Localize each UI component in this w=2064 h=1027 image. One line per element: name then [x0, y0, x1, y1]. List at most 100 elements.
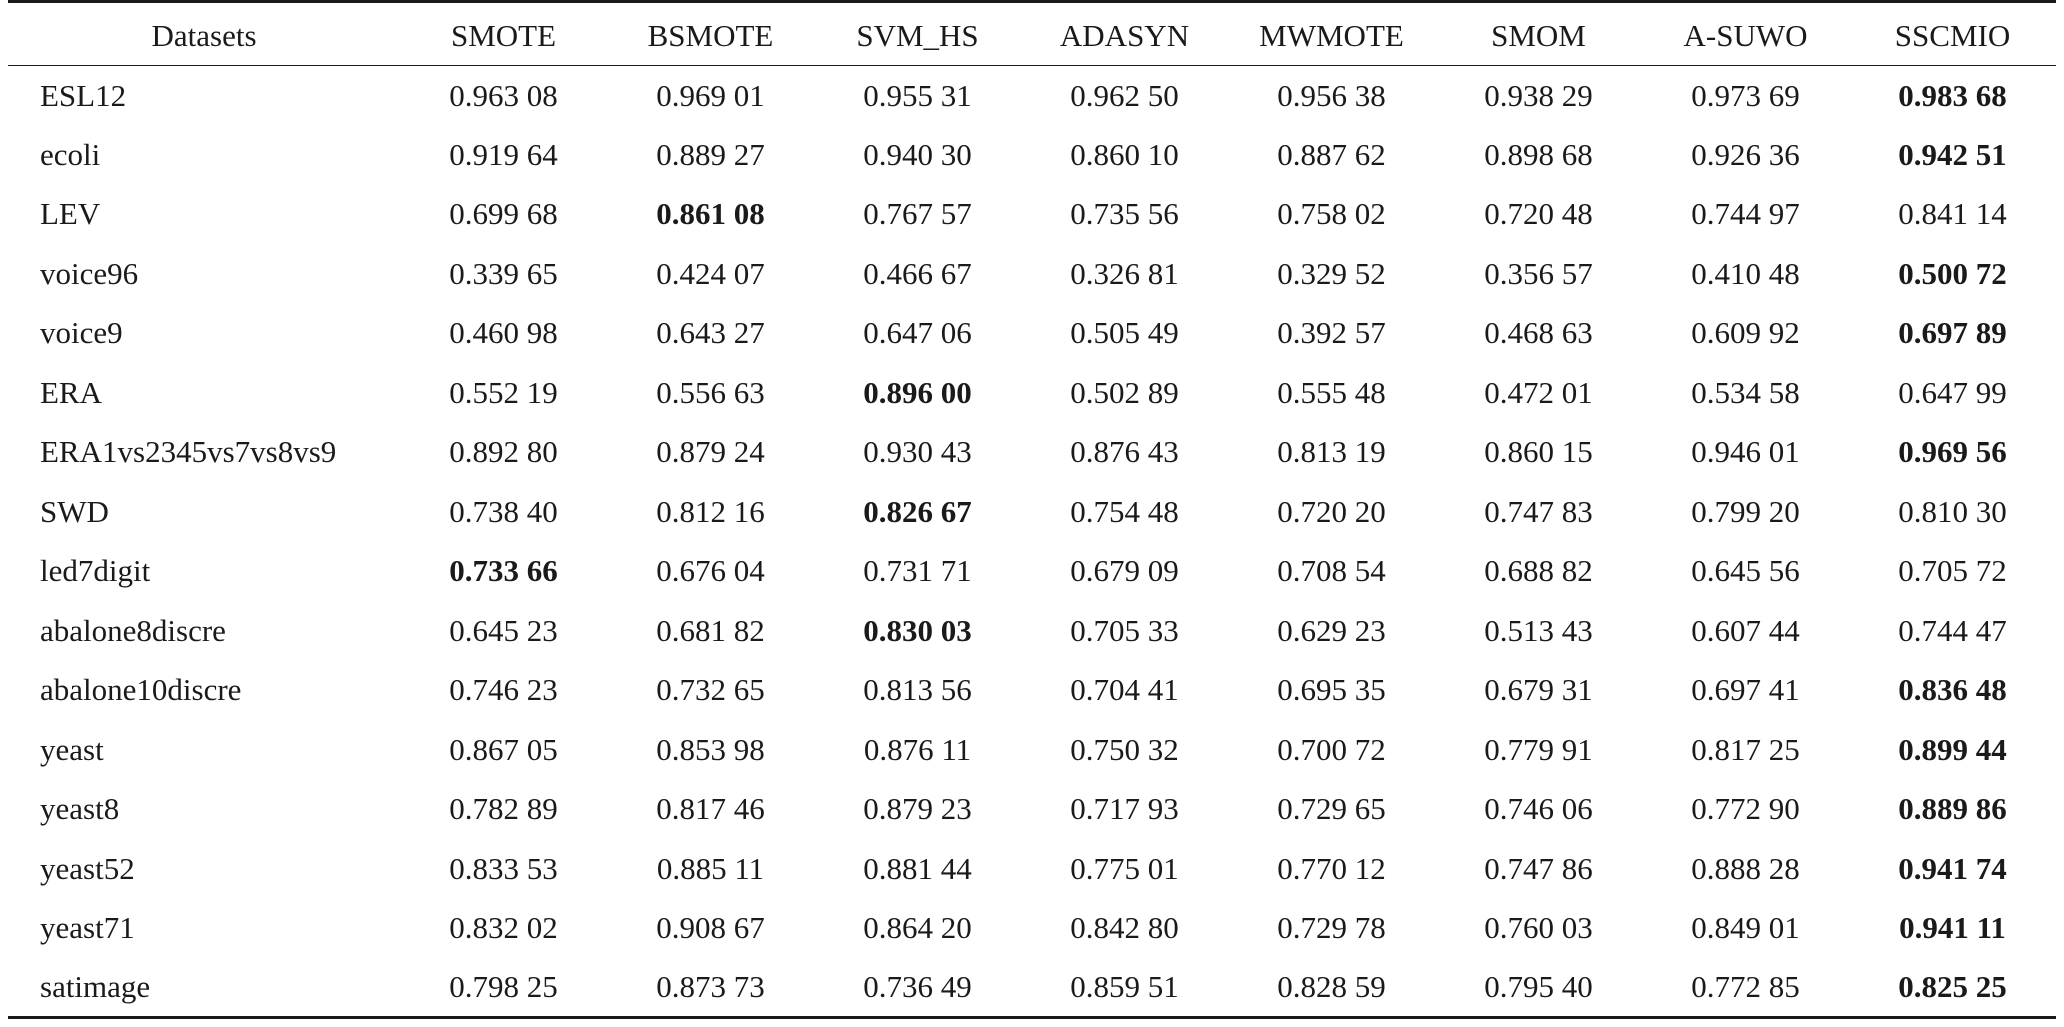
value-cell: 0.424 07 [656, 255, 765, 291]
value-cell: 0.731 71 [863, 553, 972, 589]
dataset-name-cell: ERA1vs2345vs7vs8vs9 [40, 434, 337, 470]
value-cell: 0.697 41 [1691, 672, 1800, 708]
value-cell: 0.817 46 [656, 791, 765, 827]
value-cell: 0.767 57 [863, 196, 972, 232]
value-cell: 0.729 78 [1277, 910, 1386, 946]
value-cell: 0.460 98 [449, 315, 558, 351]
dataset-name-cell: yeast [40, 731, 104, 767]
value-cell: 0.679 31 [1484, 672, 1593, 708]
value-cell: 0.552 19 [449, 374, 558, 410]
value-cell: 0.472 01 [1484, 374, 1593, 410]
value-cell: 0.717 93 [1070, 791, 1179, 827]
table-row: ecoli 0.919 64 0.889 27 0.940 30 0.860 10 0.8… [8, 125, 2056, 185]
value-cell: 0.938 29 [1484, 77, 1593, 113]
value-cell: 0.513 43 [1484, 612, 1593, 648]
dataset-name-cell: voice9 [40, 315, 123, 351]
value-cell: 0.556 63 [656, 374, 765, 410]
table-row: abalone8discre 0.645 23 0.681 82 0.830 03 0.… [8, 601, 2056, 661]
dataset-name-cell: LEV [40, 196, 101, 232]
table-row: yeast8 0.782 89 0.817 46 0.879 23 0.717 93 0.… [8, 780, 2056, 840]
table-header: Datasets SMOTE BSMOTE SVM_HS ADASYN MWMO… [8, 0, 2056, 66]
value-cell: 0.607 44 [1691, 612, 1800, 648]
column-header-svm-hs: SVM_HS [814, 0, 1021, 66]
value-cell: 0.695 35 [1277, 672, 1386, 708]
value-cell: 0.930 43 [863, 434, 972, 470]
value-cell: 0.926 36 [1691, 136, 1800, 172]
value-cell: 0.410 48 [1691, 255, 1800, 291]
value-cell: 0.468 63 [1484, 315, 1593, 351]
best-value-cell: 0.825 25 [1849, 958, 2056, 1019]
value-cell: 0.832 02 [449, 910, 558, 946]
value-cell: 0.956 38 [1277, 77, 1386, 113]
value-cell: 0.758 02 [1277, 196, 1386, 232]
value-cell: 0.772 90 [1691, 791, 1800, 827]
best-value-cell: 0.899 44 [1898, 731, 2007, 767]
value-cell: 0.738 40 [449, 493, 558, 529]
dataset-name-cell: SWD [40, 493, 109, 529]
value-cell: 0.813 56 [863, 672, 972, 708]
value-cell: 0.356 57 [1484, 255, 1593, 291]
value-cell: 0.700 72 [1277, 731, 1386, 767]
table-row: yeast 0.867 05 0.853 98 0.876 11 0.750 32 0.7… [8, 720, 2056, 780]
dataset-name-cell: led7digit [40, 553, 151, 589]
value-cell: 0.881 44 [863, 850, 972, 886]
column-header-sscmio: SSCMIO [1849, 0, 2056, 66]
table-row: yeast71 0.832 02 0.908 67 0.864 20 0.842 80 0… [8, 899, 2056, 959]
table-row: ERA 0.552 19 0.556 63 0.896 00 0.502 89 0.555… [8, 363, 2056, 423]
value-cell: 0.885 11 [656, 850, 765, 886]
value-cell: 0.744 47 [1898, 612, 2007, 648]
value-cell: 0.887 62 [1277, 136, 1386, 172]
table-row: ESL12 0.963 08 0.969 01 0.955 31 0.962 50 0.9… [8, 66, 2056, 126]
best-value-cell: 0.826 67 [863, 493, 972, 529]
value-cell: 0.841 14 [1898, 196, 2007, 232]
value-cell: 0.963 08 [449, 77, 558, 113]
dataset-name-cell: ESL12 [40, 77, 127, 113]
value-cell: 0.645 56 [1691, 553, 1800, 589]
value-cell: 0.888 28 [1691, 850, 1800, 886]
value-cell: 0.973 69 [1691, 77, 1800, 113]
value-cell: 0.946 01 [1691, 434, 1800, 470]
value-cell: 0.705 72 [1898, 553, 2007, 589]
value-cell: 0.534 58 [1691, 374, 1800, 410]
value-cell: 0.908 67 [656, 910, 765, 946]
value-cell: 0.760 03 [1484, 910, 1593, 946]
value-cell: 0.645 23 [449, 612, 558, 648]
value-cell: 0.699 68 [449, 196, 558, 232]
value-cell: 0.747 83 [1484, 493, 1593, 529]
value-cell: 0.833 53 [449, 850, 558, 886]
value-cell: 0.704 41 [1070, 672, 1179, 708]
table-row: satimage 0.798 25 0.873 73 0.736 49 0.859 51… [8, 958, 2056, 1019]
value-cell: 0.679 09 [1070, 553, 1179, 589]
value-cell: 0.708 54 [1277, 553, 1386, 589]
value-cell: 0.754 48 [1070, 493, 1179, 529]
value-cell: 0.812 16 [656, 493, 765, 529]
value-cell: 0.392 57 [1277, 315, 1386, 351]
value-cell: 0.466 67 [863, 255, 972, 291]
value-cell: 0.795 40 [1435, 958, 1642, 1019]
dataset-name-cell: satimage [8, 958, 400, 1019]
value-cell: 0.919 64 [449, 136, 558, 172]
dataset-name-cell: yeast52 [40, 850, 135, 886]
value-cell: 0.892 80 [449, 434, 558, 470]
dataset-name-cell: yeast71 [40, 910, 135, 946]
best-value-cell: 0.697 89 [1898, 315, 2007, 351]
dataset-name-cell: ERA [40, 374, 102, 410]
value-cell: 0.810 30 [1898, 493, 2007, 529]
best-value-cell: 0.861 08 [656, 196, 765, 232]
best-value-cell: 0.941 11 [1899, 910, 2006, 946]
value-cell: 0.329 52 [1277, 255, 1386, 291]
value-cell: 0.879 24 [656, 434, 765, 470]
best-value-cell: 0.896 00 [863, 374, 972, 410]
best-value-cell: 0.942 51 [1898, 136, 2007, 172]
dataset-name-cell: abalone10discre [40, 672, 242, 708]
value-cell: 0.647 99 [1898, 374, 2007, 410]
value-cell: 0.326 81 [1070, 255, 1179, 291]
value-cell: 0.505 49 [1070, 315, 1179, 351]
value-cell: 0.828 59 [1228, 958, 1435, 1019]
value-cell: 0.860 10 [1070, 136, 1179, 172]
table-row: voice9 0.460 98 0.643 27 0.647 06 0.505 49 0.… [8, 304, 2056, 364]
value-cell: 0.647 06 [863, 315, 972, 351]
value-cell: 0.736 49 [814, 958, 1021, 1019]
table-row: abalone10discre 0.746 23 0.732 65 0.813 56 0… [8, 661, 2056, 721]
table-row: voice96 0.339 65 0.424 07 0.466 67 0.326 81 0… [8, 244, 2056, 304]
